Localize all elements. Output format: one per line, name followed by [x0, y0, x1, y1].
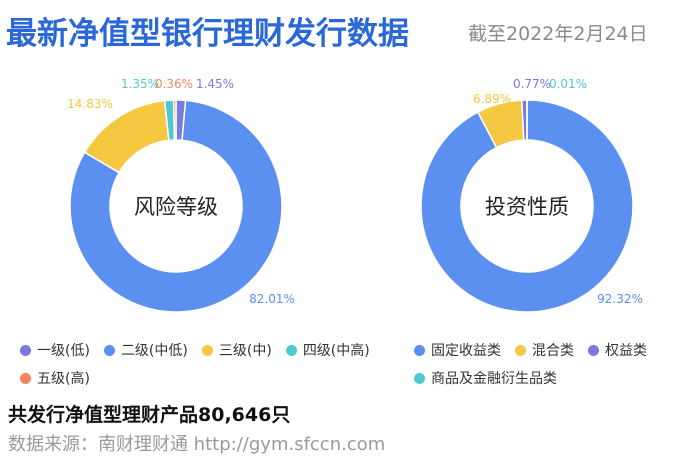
- donut-1-label-1: 6.89%: [473, 92, 511, 106]
- legend-item: 四级(中高): [285, 340, 370, 360]
- legend-investment-type: 固定收益类 混合类 权益类商品及金融衍生品类: [414, 336, 661, 392]
- legend-label: 四级(中高): [302, 343, 370, 359]
- donut-1-center-label: 投资性质: [485, 195, 569, 219]
- donut-0-center-label: 风险等级: [134, 195, 218, 219]
- legend-row: 一级(低) 二级(中低) 三级(中) 四级(中高): [20, 336, 384, 364]
- legend-label: 商品及金融衍生品类: [431, 371, 557, 387]
- legend-label: 权益类: [605, 343, 647, 359]
- legend-item: 二级(中低): [103, 340, 188, 360]
- donut-charts: 1.45% 82.01% 14.83% 1.35%0.36% 风险等级 92.32% 6.8…: [67, 77, 643, 313]
- donut-0-label-4: 0.36%: [155, 77, 193, 91]
- data-source: 数据来源：南财理财通 http://gym.sfccn.com: [8, 434, 386, 455]
- legend-label: 混合类: [532, 343, 574, 359]
- legend-item: 固定收益类: [414, 340, 501, 360]
- donut-0-slice-1: [69, 99, 283, 313]
- legend-swatch: [20, 344, 31, 356]
- page-title: 最新净值型银行理财发行数据: [6, 16, 409, 52]
- legend-swatch: [201, 344, 213, 356]
- legend-label: 固定收益类: [431, 343, 501, 359]
- legend-item: 一级(低): [20, 340, 90, 360]
- legend-label: 三级(中): [218, 343, 272, 359]
- donut-0-label-0: 1.45%: [196, 77, 234, 91]
- legend-swatch: [285, 344, 297, 356]
- legend-label: 一级(低): [37, 343, 90, 359]
- legend-swatch: [20, 372, 31, 384]
- donut-1-label-2: 0.77%: [513, 77, 551, 91]
- legend-swatch: [515, 344, 526, 356]
- donut-0-label-1: 82.01%: [249, 292, 295, 306]
- legend-swatch: [588, 344, 599, 356]
- legend-item: 混合类: [515, 340, 574, 360]
- legend-item: 权益类: [588, 340, 647, 360]
- header: 最新净值型银行理财发行数据 截至2022年2月24日: [6, 6, 696, 52]
- donut-0-label-3: 1.35%: [121, 77, 159, 91]
- legend-item: 三级(中): [201, 340, 272, 360]
- legend-row: 五级(高): [20, 364, 384, 392]
- donut-1-label-0: 92.32%: [597, 292, 643, 306]
- legend-swatch: [103, 344, 115, 356]
- legend-row: 固定收益类 混合类 权益类: [414, 336, 661, 364]
- legend-risk-level: 一级(低) 二级(中低) 三级(中) 四级(中高) 五级(高): [20, 336, 384, 392]
- legend-row: 商品及金融衍生品类: [414, 364, 661, 392]
- donut-1-label-3: 0.01%: [549, 77, 587, 91]
- legend-label: 二级(中低): [120, 343, 188, 359]
- legend-swatch: [414, 372, 425, 384]
- as-of-date: 截至2022年2月24日: [468, 23, 648, 45]
- total-products: 共发行净值型理财产品80,646只: [8, 404, 291, 426]
- legend-swatch: [414, 344, 425, 356]
- legend-label: 五级(高): [37, 371, 90, 387]
- legend-item: 商品及金融衍生品类: [414, 368, 557, 388]
- legend-item: 五级(高): [20, 368, 90, 388]
- donut-0-label-2: 14.83%: [67, 97, 113, 111]
- donut-0-slice-4: [172, 99, 177, 141]
- donut-1-slice-0: [420, 99, 634, 313]
